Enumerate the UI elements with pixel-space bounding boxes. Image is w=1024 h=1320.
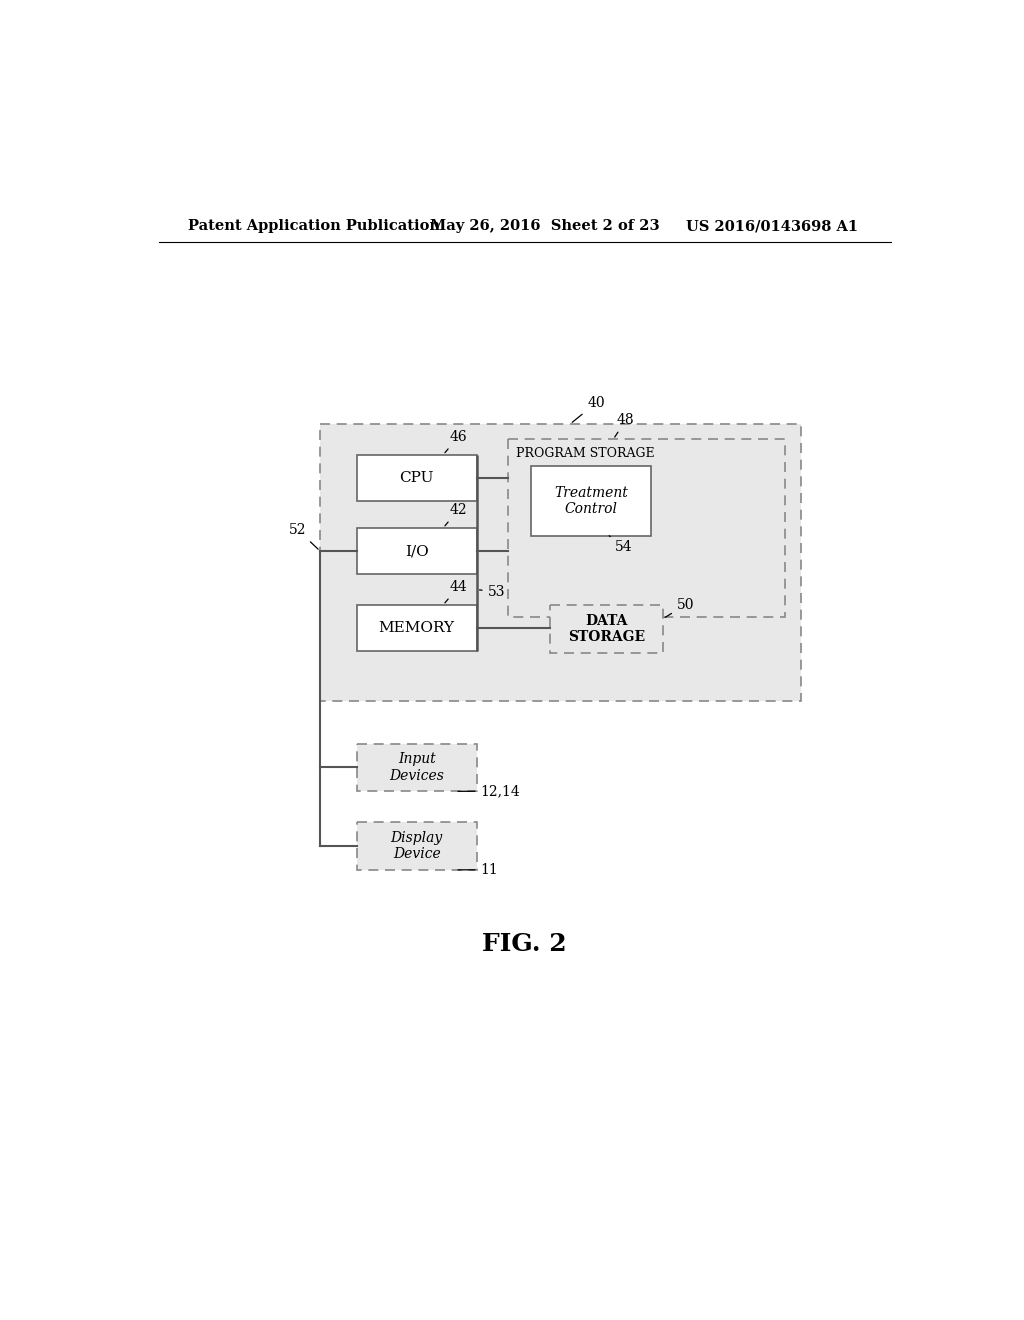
Text: 53: 53 (479, 585, 505, 599)
Text: Input
Devices: Input Devices (389, 752, 444, 783)
Text: I/O: I/O (404, 544, 429, 558)
Text: 12,14: 12,14 (458, 784, 520, 799)
Text: PROGRAM STORAGE: PROGRAM STORAGE (515, 446, 654, 459)
Text: Patent Application Publication: Patent Application Publication (188, 219, 440, 234)
Bar (321, 424, 801, 701)
Text: 48: 48 (614, 413, 635, 437)
Text: US 2016/0143698 A1: US 2016/0143698 A1 (686, 219, 858, 234)
Text: DATA
STORAGE: DATA STORAGE (568, 614, 645, 644)
Text: 42: 42 (444, 503, 467, 525)
Bar (356, 743, 477, 792)
Text: 40: 40 (572, 396, 605, 422)
Bar (356, 528, 477, 574)
Text: 46: 46 (444, 430, 467, 453)
Text: May 26, 2016  Sheet 2 of 23: May 26, 2016 Sheet 2 of 23 (430, 219, 659, 234)
Text: 11: 11 (458, 863, 499, 876)
Text: MEMORY: MEMORY (379, 622, 455, 635)
Text: Display
Device: Display Device (390, 830, 442, 861)
Text: 44: 44 (444, 581, 467, 603)
Text: 52: 52 (289, 523, 318, 549)
Text: 50: 50 (666, 598, 694, 618)
Bar (531, 466, 651, 536)
Text: Treatment
Control: Treatment Control (554, 486, 628, 516)
Bar (356, 605, 477, 651)
Text: 54: 54 (609, 536, 633, 554)
Text: FIG. 2: FIG. 2 (482, 932, 567, 956)
Bar (550, 605, 663, 653)
Text: CPU: CPU (399, 471, 434, 484)
Bar (356, 455, 477, 502)
Bar (508, 440, 785, 616)
Bar (356, 822, 477, 870)
